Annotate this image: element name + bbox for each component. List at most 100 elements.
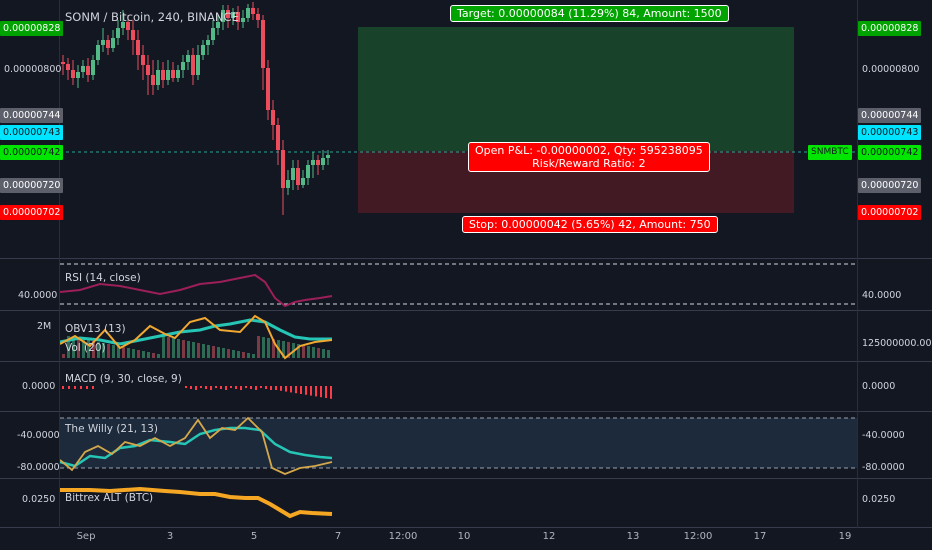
right-price-cyan: 0.00000743 [858,125,922,140]
symbol-price-tag: SNMBTC [808,145,852,160]
volume-bar [272,339,275,358]
vol-label[interactable]: Vol (20) [65,342,106,354]
volume-bar [212,346,215,358]
volume-bar [202,344,205,358]
candle-body [266,68,270,110]
macd-left-value: 0.0000 [22,381,56,392]
candle-body [176,70,180,78]
candle-body [141,55,145,65]
candle-body [301,178,305,185]
right-axis-border [857,0,858,528]
volume-bar [307,346,310,358]
macd-bar [285,386,287,392]
bittrex-label[interactable]: Bittrex ALT (BTC) [65,492,154,504]
volume-bar [137,350,140,358]
obv-label[interactable]: OBV13 (13) [65,323,126,335]
stop-badge[interactable]: Stop: 0.00000042 (5.65%) 42, Amount: 750 [462,216,718,233]
volume-bar [67,336,70,358]
bittrex-right-value: 0.0250 [862,494,896,505]
volume-bar [232,350,235,358]
pane-separator[interactable] [0,361,932,362]
macd-bar [230,386,232,388]
candle-body [186,55,190,62]
volume-bar [327,350,330,358]
target-badge[interactable]: Target: 0.00000084 (11.29%) 84, Amount: … [450,5,729,22]
volume-bar [177,339,180,358]
candle-body [306,165,310,178]
pnl-badge[interactable]: Open P&L: -0.00000002, Qty: 595238095 Ri… [468,142,710,172]
candle-body [231,12,235,18]
candle-body [321,158,325,165]
time-label: 5 [250,531,258,542]
candle-body [161,70,165,80]
target-zone[interactable] [358,27,794,151]
macd-bar [220,386,222,389]
macd-bar [190,386,192,389]
candle-body [156,70,160,85]
right-price-low: 0.00000720 [858,178,922,193]
pane-separator[interactable] [0,258,932,259]
candle-body [246,8,250,18]
volume-bar [267,338,270,358]
obv-right-value: 125000000.0000 [862,338,932,349]
candle-body [216,22,220,28]
macd-bar [245,386,247,388]
time-label: 3 [166,531,174,542]
candle-body [151,75,155,85]
candle-body [116,28,120,38]
volume-bar [82,339,85,358]
candle-body [81,66,85,72]
volume-bar [312,347,315,358]
volume-bar [87,340,90,358]
candle-body [316,160,320,165]
candle-body [221,10,225,22]
volume-bar [242,352,245,358]
macd-bar [290,386,292,393]
macd-bar [185,386,187,388]
right-price-high: 0.00000744 [858,108,922,123]
candle-body [271,110,275,125]
rsi-label[interactable]: RSI (14, close) [65,272,141,284]
volume-bar [187,341,190,358]
macd-bar [295,386,297,394]
volume-bar [112,345,115,358]
left-price-low: 0.00000720 [0,178,64,193]
candle-body [326,155,330,158]
volume-bar [152,353,155,358]
left-price-high: 0.00000744 [0,108,64,123]
pane-separator[interactable] [0,411,932,412]
candle-body [91,60,95,75]
volume-bar [102,343,105,358]
macd-bar [235,386,237,389]
macd-bar [300,386,302,394]
left-price-current: 0.00000742 [0,145,64,160]
macd-bar [265,386,267,389]
macd-bar [325,386,327,398]
pane-separator[interactable] [0,478,932,479]
candle-body [261,20,265,68]
rsi-right-value: 40.0000 [862,290,902,301]
candle-body [106,40,110,48]
volume-bar [287,342,290,358]
macd-label[interactable]: MACD (9, 30, close, 9) [65,373,182,385]
willy-label[interactable]: The Willy (21, 13) [65,423,158,435]
volume-bar [77,338,80,358]
volume-bar [322,349,325,358]
left-price-stop: 0.00000702 [0,205,64,220]
macd-bar [320,386,322,398]
macd-bar [215,386,217,388]
left-price-target: 0.00000828 [0,21,64,36]
candle-body [201,45,205,55]
volume-bar [117,346,120,358]
macd-bar [80,386,82,389]
left-axis-border [59,0,60,528]
candle-body [236,12,240,22]
time-label: 17 [753,531,767,542]
macd-bar [225,386,227,390]
pane-separator[interactable] [0,310,932,311]
volume-bar [247,353,250,358]
macd-bar [240,386,242,390]
candle-body [296,168,300,185]
